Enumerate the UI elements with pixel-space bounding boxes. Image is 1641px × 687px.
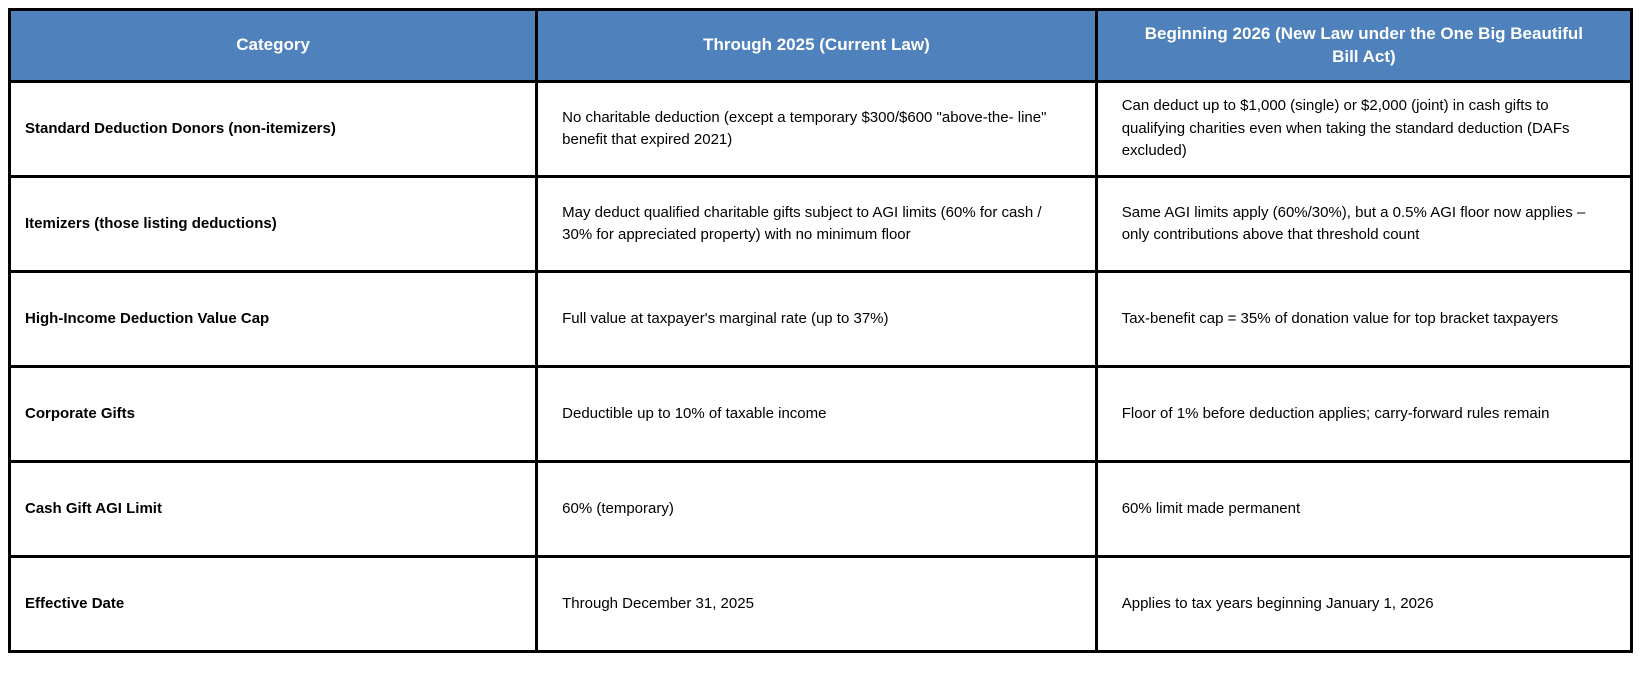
header-row: Category Through 2025 (Current Law) Begi… xyxy=(7,8,1634,83)
table-row: Corporate Gifts Deductible up to 10% of … xyxy=(7,365,1634,463)
column-header-through-2025: Through 2025 (Current Law) xyxy=(535,8,1098,83)
beginning-2026-cell: Floor of 1% before deduction applies; ca… xyxy=(1094,365,1634,463)
beginning-2026-cell: Applies to tax years beginning January 1… xyxy=(1094,555,1634,653)
table-row: Standard Deduction Donors (non-itemizers… xyxy=(7,80,1634,178)
beginning-2026-cell: Tax-benefit cap = 35% of donation value … xyxy=(1094,270,1634,368)
table-row: Effective Date Through December 31, 2025… xyxy=(7,555,1634,653)
beginning-2026-cell: Same AGI limits apply (60%/30%), but a 0… xyxy=(1094,175,1634,273)
category-cell: Standard Deduction Donors (non-itemizers… xyxy=(7,80,539,178)
charitable-deduction-comparison-table: Category Through 2025 (Current Law) Begi… xyxy=(7,8,1634,653)
table-body: Standard Deduction Donors (non-itemizers… xyxy=(7,80,1634,653)
beginning-2026-cell: 60% limit made permanent xyxy=(1094,460,1634,558)
through-2025-cell: No charitable deduction (except a tempor… xyxy=(535,80,1098,178)
through-2025-cell: Full value at taxpayer's marginal rate (… xyxy=(535,270,1098,368)
table-header: Category Through 2025 (Current Law) Begi… xyxy=(7,8,1634,83)
through-2025-cell: 60% (temporary) xyxy=(535,460,1098,558)
category-cell: Effective Date xyxy=(7,555,539,653)
category-cell: Cash Gift AGI Limit xyxy=(7,460,539,558)
beginning-2026-cell: Can deduct up to $1,000 (single) or $2,0… xyxy=(1094,80,1634,178)
category-cell: Corporate Gifts xyxy=(7,365,539,463)
through-2025-cell: Deductible up to 10% of taxable income xyxy=(535,365,1098,463)
table-row: Cash Gift AGI Limit 60% (temporary) 60% … xyxy=(7,460,1634,558)
category-cell: High-Income Deduction Value Cap xyxy=(7,270,539,368)
column-header-beginning-2026: Beginning 2026 (New Law under the One Bi… xyxy=(1094,8,1634,83)
through-2025-cell: May deduct qualified charitable gifts su… xyxy=(535,175,1098,273)
category-cell: Itemizers (those listing deductions) xyxy=(7,175,539,273)
table-row: Itemizers (those listing deductions) May… xyxy=(7,175,1634,273)
through-2025-cell: Through December 31, 2025 xyxy=(535,555,1098,653)
table-row: High-Income Deduction Value Cap Full val… xyxy=(7,270,1634,368)
column-header-category: Category xyxy=(7,8,539,83)
